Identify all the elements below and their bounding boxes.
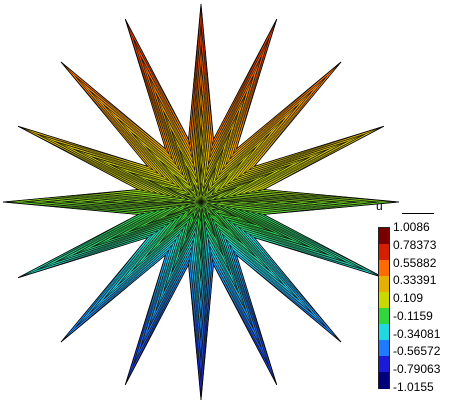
colorbar-tick-label: 0.109	[393, 291, 424, 306]
colorbar-segment	[379, 244, 389, 261]
mesh-triangle	[190, 23, 202, 152]
colorbar-segment	[379, 276, 389, 293]
mesh-triangle	[194, 83, 202, 171]
colorbar-tick-label: 0.55882	[393, 255, 437, 270]
colorbar-segment	[379, 324, 389, 341]
mesh-triangle	[199, 162, 202, 196]
colorbar-tick-label: -0.79063	[393, 362, 441, 377]
colorbar-tick-label: 1.0086	[393, 220, 430, 234]
mesh-elements	[2, 3, 400, 401]
mesh-triangle	[195, 102, 202, 177]
mesh-triangle	[189, 3, 202, 146]
star-outline	[2, 3, 400, 401]
colorbar-segment	[379, 340, 389, 357]
mesh-triangle	[198, 142, 202, 190]
colorbar-tick-label: -0.56572	[393, 344, 441, 359]
colorbar-segment	[379, 372, 389, 389]
colorbar-segment	[379, 292, 389, 309]
mesh-triangle	[197, 122, 202, 184]
colorbar-title-underline	[402, 213, 434, 214]
colorbar-tick-label: -1.0155	[393, 380, 434, 394]
colorbar-tick-label: 0.78373	[393, 237, 437, 252]
colorbar-title: u	[376, 199, 383, 213]
colorbar-segment	[379, 356, 389, 373]
colorbar-tick-label: 0.33391	[393, 273, 437, 288]
colorbar-segment	[379, 308, 389, 325]
colorbar-tick-label: -0.1159	[393, 308, 433, 323]
colorbar-tick-label: -0.34081	[393, 326, 441, 341]
colorbar-gradient	[378, 227, 390, 389]
mesh-triangle	[193, 63, 202, 165]
colorbar-segment	[379, 228, 389, 245]
colorbar-segment	[379, 260, 389, 277]
mesh-triangle	[192, 43, 202, 159]
colorbar-legend: u 1.0086 0.78373 0.55882 0.33391 0.109 -0.115…	[376, 199, 454, 394]
